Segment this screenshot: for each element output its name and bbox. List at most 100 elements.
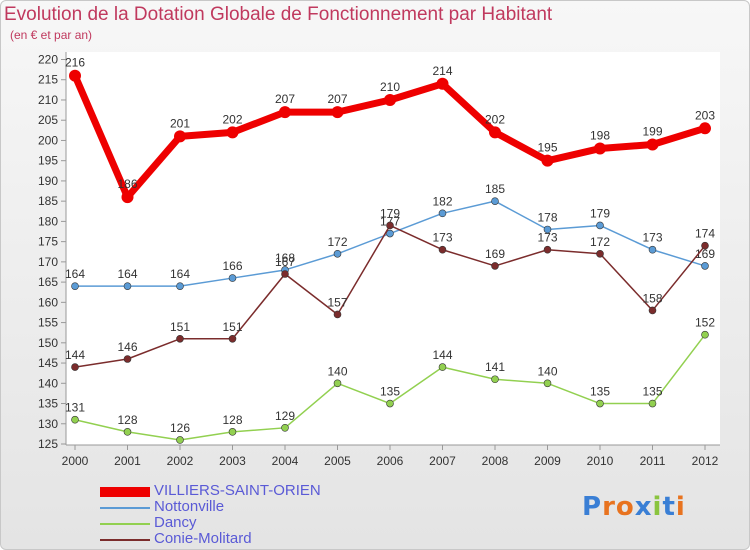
logo-letter: P	[582, 492, 603, 522]
data-label-dancy-2003: 128	[222, 413, 242, 427]
data-label-conie-molitard-2001: 146	[117, 340, 137, 354]
legend-item: Dancy	[100, 514, 360, 532]
data-label-dancy-2010: 135	[590, 385, 610, 399]
x-tick-label-2011: 2011	[640, 454, 666, 468]
point-nottonville-2006	[386, 229, 394, 238]
x-tick-label-2005: 2005	[324, 454, 351, 468]
y-tick-label-160: 160	[38, 295, 58, 309]
data-label-conie-molitard-2000: 144	[65, 348, 85, 362]
data-label-villiers-saint-orien-2009: 195	[537, 141, 557, 155]
point-dancy-2005	[333, 379, 342, 388]
data-label-dancy-2002: 126	[170, 421, 190, 435]
y-tick-label-165: 165	[38, 275, 58, 289]
point-dancy-2001	[123, 428, 132, 436]
y-tick-label-195: 195	[38, 154, 58, 168]
x-tick-label-2007: 2007	[429, 454, 456, 468]
data-label-villiers-saint-orien-2000: 216	[65, 56, 85, 70]
legend-item: VILLIERS-SAINT-ORIEN	[100, 482, 360, 500]
point-conie-molitard-2008	[491, 262, 499, 270]
x-tick-label-2008: 2008	[482, 454, 509, 468]
legend-label: Nottonville	[154, 498, 225, 515]
data-label-nottonville-2004: 168	[275, 251, 295, 265]
legend-label: Dancy	[154, 514, 197, 531]
data-label-nottonville-2000: 164	[65, 267, 85, 281]
data-label-dancy-2005: 140	[327, 364, 347, 378]
point-dancy-2004	[281, 424, 289, 432]
point-conie-molitard-2005	[333, 310, 342, 319]
data-label-nottonville-2006: 177	[380, 215, 400, 229]
data-label-dancy-2007: 144	[432, 348, 452, 362]
data-label-nottonville-2009: 178	[537, 210, 557, 224]
point-villiers-saint-orien-2001	[121, 191, 134, 204]
y-tick-label-205: 205	[38, 113, 58, 127]
point-nottonville-2007	[438, 209, 447, 218]
data-label-nottonville-2002: 164	[170, 267, 190, 281]
data-label-villiers-saint-orien-2008: 202	[485, 112, 505, 126]
data-label-dancy-2006: 135	[380, 385, 400, 399]
data-label-villiers-saint-orien-2003: 202	[222, 112, 242, 126]
point-nottonville-2000	[71, 282, 79, 290]
point-nottonville-2008	[491, 197, 499, 205]
point-villiers-saint-orien-2000	[69, 69, 81, 82]
data-label-conie-molitard-2004: 167	[275, 255, 295, 269]
data-label-nottonville-2005: 172	[327, 235, 347, 249]
x-tick-label-2003: 2003	[219, 454, 246, 468]
data-label-conie-molitard-2009: 173	[537, 231, 557, 245]
legend-label: VILLIERS-SAINT-ORIEN	[154, 482, 321, 499]
point-dancy-2010	[596, 399, 604, 408]
data-label-dancy-2008: 141	[485, 360, 505, 374]
x-tick-label-2012: 2012	[692, 454, 719, 468]
y-tick-label-145: 145	[38, 356, 58, 370]
point-villiers-saint-orien-2008	[489, 126, 501, 139]
point-dancy-2009	[543, 379, 552, 388]
y-tick-label-140: 140	[38, 376, 58, 390]
data-label-villiers-saint-orien-2001: 186	[117, 177, 137, 191]
y-tick-label-155: 155	[38, 316, 58, 330]
y-tick-label-220: 220	[38, 53, 58, 67]
data-label-villiers-saint-orien-2002: 201	[170, 116, 190, 130]
point-conie-molitard-2006	[386, 221, 394, 230]
legend-swatch	[100, 523, 150, 525]
data-label-dancy-2009: 140	[537, 364, 557, 378]
data-label-conie-molitard-2012: 174	[695, 227, 715, 241]
data-label-conie-molitard-2003: 151	[222, 320, 242, 334]
data-label-villiers-saint-orien-2010: 198	[590, 129, 610, 143]
point-nottonville-2003	[228, 274, 237, 282]
x-tick-label-2004: 2004	[272, 454, 299, 468]
data-label-villiers-saint-orien-2011: 199	[642, 124, 662, 138]
plot-area	[66, 52, 720, 445]
y-tick-label-150: 150	[38, 336, 58, 350]
legend-swatch	[100, 487, 150, 497]
point-nottonville-2002	[176, 282, 184, 290]
point-dancy-2008	[491, 375, 499, 384]
point-conie-molitard-2004	[281, 270, 289, 278]
point-villiers-saint-orien-2005	[331, 106, 344, 119]
data-label-dancy-2011: 135	[642, 385, 662, 399]
point-conie-molitard-2003	[228, 334, 237, 343]
data-label-conie-molitard-2008: 169	[485, 247, 505, 261]
logo-letter: i	[675, 492, 686, 522]
point-nottonville-2010	[596, 221, 604, 230]
point-villiers-saint-orien-2010	[594, 142, 606, 155]
point-villiers-saint-orien-2003	[226, 126, 239, 139]
point-dancy-2000	[71, 415, 79, 424]
point-conie-molitard-2010	[596, 249, 604, 258]
data-label-conie-molitard-2007: 173	[432, 231, 452, 245]
point-conie-molitard-2009	[543, 245, 552, 254]
data-label-conie-molitard-2011: 158	[642, 291, 662, 305]
x-tick-label-2010: 2010	[587, 454, 614, 468]
data-label-dancy-2012: 152	[695, 316, 715, 330]
data-label-villiers-saint-orien-2006: 210	[380, 80, 400, 94]
point-conie-molitard-2012	[701, 241, 709, 250]
legend-item: Nottonville	[100, 498, 360, 516]
data-label-conie-molitard-2006: 179	[380, 206, 400, 220]
legend-label: Conie-Molitard	[154, 530, 252, 547]
data-label-conie-molitard-2010: 172	[590, 235, 610, 249]
data-label-villiers-saint-orien-2005: 207	[327, 92, 347, 106]
point-villiers-saint-orien-2007	[436, 77, 449, 90]
chart-title: Evolution de la Dotation Globale de Fonc…	[4, 4, 553, 25]
logo-letter: t	[662, 492, 676, 522]
point-dancy-2006	[386, 399, 394, 408]
y-tick-label-190: 190	[38, 174, 58, 188]
data-label-nottonville-2011: 173	[642, 231, 662, 245]
